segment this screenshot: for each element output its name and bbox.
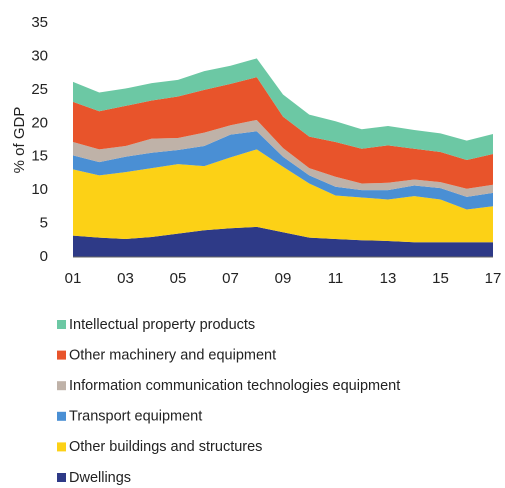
- area: [73, 58, 493, 161]
- legend-swatch: [57, 442, 66, 452]
- area: [73, 226, 493, 257]
- x-tick-label: 05: [170, 270, 187, 287]
- y-tick-label: 15: [31, 148, 48, 165]
- area: [73, 119, 493, 197]
- area: [73, 131, 493, 210]
- y-tick-label: 0: [40, 248, 48, 265]
- y-tick-label: 10: [31, 181, 48, 198]
- x-tick-label: 11: [328, 270, 344, 287]
- legend-label: Other machinery and equipment: [69, 347, 276, 363]
- y-axis-label: % of GDP: [11, 107, 28, 174]
- x-tick-label: 15: [432, 270, 449, 287]
- y-tick-label: 20: [31, 114, 48, 131]
- area: [73, 149, 493, 243]
- legend-swatch: [57, 381, 66, 391]
- x-tick-label: 17: [485, 270, 502, 287]
- legend-label: Intellectual property products: [69, 317, 255, 333]
- x-tick-label: 07: [222, 270, 239, 287]
- y-tick-label: 25: [31, 81, 48, 98]
- legend-label: Transport equipment: [69, 409, 202, 425]
- legend-label: Dwellings: [69, 470, 131, 486]
- y-tick-label: 5: [40, 215, 48, 232]
- legend-swatch: [57, 350, 66, 360]
- area: [73, 77, 493, 189]
- legend-swatch: [57, 320, 66, 329]
- legend-swatch: [57, 411, 66, 421]
- x-tick-label: 09: [275, 270, 292, 287]
- legend-label: Information communication technologies e…: [69, 378, 400, 394]
- legend-swatch: [57, 473, 66, 482]
- x-tick-label: 03: [117, 270, 134, 287]
- y-tick-label: 30: [31, 47, 48, 64]
- y-tick-label: 35: [31, 14, 48, 31]
- x-tick-label: 13: [380, 270, 397, 287]
- x-tick-label: 01: [65, 270, 82, 287]
- legend-label: Other buildings and structures: [69, 439, 262, 455]
